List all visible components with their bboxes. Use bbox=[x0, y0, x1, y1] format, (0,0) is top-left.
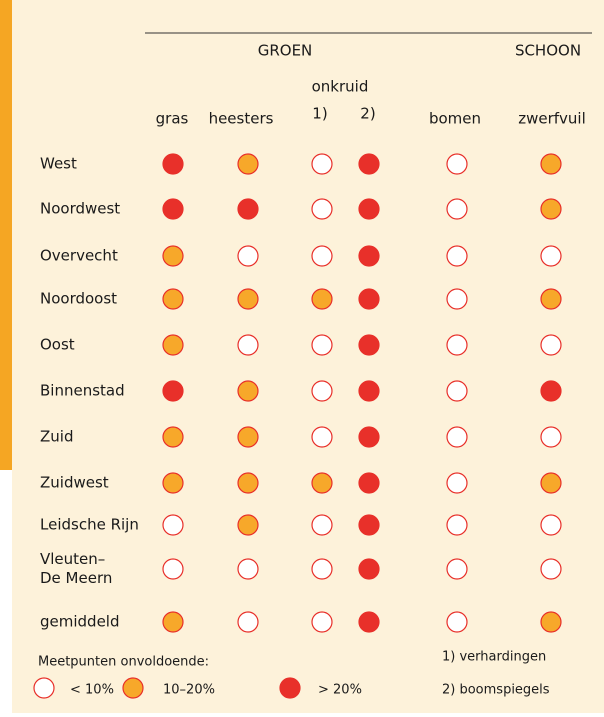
row-label: Overvecht bbox=[40, 247, 118, 265]
legend-dot bbox=[33, 677, 55, 699]
rating-dot bbox=[162, 198, 184, 220]
rating-dot bbox=[358, 472, 380, 494]
group-header: SCHOON bbox=[515, 42, 581, 60]
column-header: bomen bbox=[429, 110, 481, 128]
legend-dot bbox=[279, 677, 301, 699]
row-label: Leidsche Rijn bbox=[40, 516, 139, 534]
rating-dot bbox=[540, 380, 562, 402]
rating-dot bbox=[358, 288, 380, 310]
column-header: 2) bbox=[360, 105, 375, 123]
rating-dot bbox=[446, 514, 468, 536]
rating-dot bbox=[446, 198, 468, 220]
rating-dot bbox=[358, 380, 380, 402]
legend-label: > 20% bbox=[318, 683, 362, 698]
rating-dot bbox=[540, 611, 562, 633]
rating-dot bbox=[540, 514, 562, 536]
row-label: West bbox=[40, 155, 77, 173]
row-label: Binnenstad bbox=[40, 382, 125, 400]
rating-dot bbox=[162, 558, 184, 580]
legend-dot bbox=[122, 677, 144, 699]
legend-label: < 10% bbox=[70, 683, 114, 698]
column-header: gras bbox=[156, 110, 189, 128]
rating-dot bbox=[446, 153, 468, 175]
rating-dot bbox=[162, 426, 184, 448]
rating-dot bbox=[162, 380, 184, 402]
rating-dot bbox=[162, 245, 184, 267]
rating-dot bbox=[311, 334, 333, 356]
rating-dot bbox=[540, 472, 562, 494]
rating-dot bbox=[540, 334, 562, 356]
rating-dot bbox=[311, 198, 333, 220]
rating-dot bbox=[446, 558, 468, 580]
rating-dot bbox=[237, 245, 259, 267]
rating-dot bbox=[358, 514, 380, 536]
rating-dot bbox=[540, 198, 562, 220]
rating-dot bbox=[237, 380, 259, 402]
rating-dot bbox=[237, 514, 259, 536]
rating-dot bbox=[358, 198, 380, 220]
legend-title: Meetpunten onvoldoende: bbox=[38, 655, 209, 670]
rating-dot bbox=[358, 611, 380, 633]
column-header: heesters bbox=[209, 110, 274, 128]
note: 1) verhardingen bbox=[442, 650, 546, 665]
side-strip bbox=[0, 0, 12, 470]
rating-dot bbox=[311, 153, 333, 175]
rating-dot bbox=[162, 153, 184, 175]
rating-dot bbox=[237, 288, 259, 310]
rating-dot bbox=[311, 426, 333, 448]
row-label: gemiddeld bbox=[40, 613, 120, 631]
rating-dot bbox=[311, 472, 333, 494]
group-header: GROEN bbox=[258, 42, 313, 60]
row-label: Noordoost bbox=[40, 290, 117, 308]
rating-dot bbox=[311, 611, 333, 633]
note: 2) boomspiegels bbox=[442, 683, 550, 698]
row-label: Zuidwest bbox=[40, 474, 109, 492]
subgroup-header: onkruid bbox=[312, 78, 369, 96]
rating-dot bbox=[540, 558, 562, 580]
row-label: Vleuten– bbox=[40, 550, 105, 568]
rating-dot bbox=[446, 426, 468, 448]
rating-dot bbox=[237, 611, 259, 633]
rating-dot bbox=[358, 334, 380, 356]
rating-dot bbox=[237, 198, 259, 220]
rating-dot bbox=[311, 245, 333, 267]
rating-dot bbox=[237, 334, 259, 356]
rating-dot bbox=[358, 245, 380, 267]
rating-dot bbox=[540, 288, 562, 310]
rating-dot bbox=[446, 380, 468, 402]
column-header: 1) bbox=[312, 105, 327, 123]
rating-dot bbox=[446, 288, 468, 310]
rating-dot bbox=[540, 426, 562, 448]
rating-dot bbox=[237, 472, 259, 494]
rating-dot bbox=[162, 334, 184, 356]
rating-dot bbox=[540, 153, 562, 175]
rating-dot bbox=[237, 426, 259, 448]
row-label: De Meern bbox=[40, 569, 112, 587]
rating-dot bbox=[162, 472, 184, 494]
rating-dot bbox=[358, 558, 380, 580]
rating-dot bbox=[446, 611, 468, 633]
row-label: Oost bbox=[40, 336, 75, 354]
rating-dot bbox=[446, 334, 468, 356]
legend-label: 10–20% bbox=[163, 683, 215, 698]
rating-dot bbox=[446, 472, 468, 494]
rating-dot bbox=[446, 245, 468, 267]
rating-dot bbox=[311, 288, 333, 310]
rating-dot bbox=[358, 426, 380, 448]
rating-dot bbox=[237, 153, 259, 175]
rating-dot bbox=[162, 514, 184, 536]
panel bbox=[12, 0, 604, 713]
rating-dot bbox=[358, 153, 380, 175]
rating-dot bbox=[540, 245, 562, 267]
rating-dot bbox=[311, 380, 333, 402]
rating-dot bbox=[162, 288, 184, 310]
rating-dot bbox=[162, 611, 184, 633]
column-header: zwerfvuil bbox=[518, 110, 586, 128]
rating-dot bbox=[311, 558, 333, 580]
row-label: Noordwest bbox=[40, 200, 120, 218]
rating-dot bbox=[237, 558, 259, 580]
rating-dot bbox=[311, 514, 333, 536]
row-label: Zuid bbox=[40, 428, 73, 446]
